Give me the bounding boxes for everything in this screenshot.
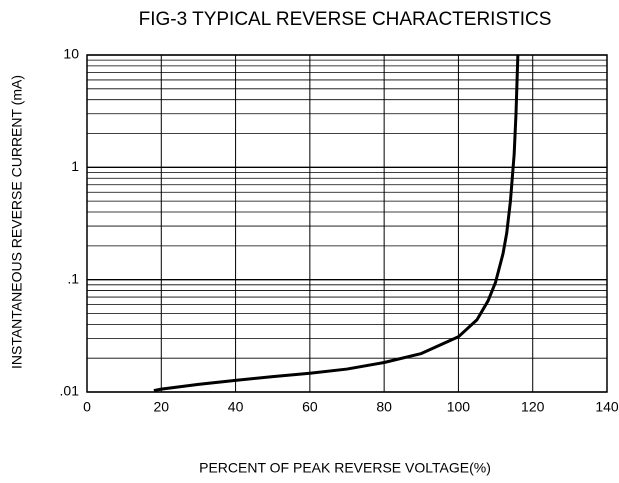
- chart-title: FIG-3 TYPICAL REVERSE CHARACTERISTICS: [139, 9, 552, 30]
- x-tick-label: 100: [447, 399, 471, 415]
- x-tick-label: 40: [228, 399, 244, 415]
- y-tick-label: 1: [71, 158, 79, 174]
- x-tick-label: 140: [595, 399, 619, 415]
- x-tick-label: 20: [153, 399, 169, 415]
- y-tick-label: 10: [63, 46, 79, 62]
- x-axis-label: PERCENT OF PEAK REVERSE VOLTAGE(%): [199, 460, 491, 476]
- data-line: [153, 54, 520, 393]
- x-tick-label: 80: [376, 399, 392, 415]
- plot-frame: [86, 54, 608, 393]
- x-tick-label: 120: [521, 399, 545, 415]
- y-axis-label: INSTANTANEOUS REVERSE CURRENT (mA): [9, 75, 25, 369]
- y-tick-label: .01: [60, 383, 80, 399]
- x-tick-label: 0: [83, 399, 91, 415]
- y-tick-label: .1: [67, 270, 79, 286]
- x-tick-label: 60: [302, 399, 318, 415]
